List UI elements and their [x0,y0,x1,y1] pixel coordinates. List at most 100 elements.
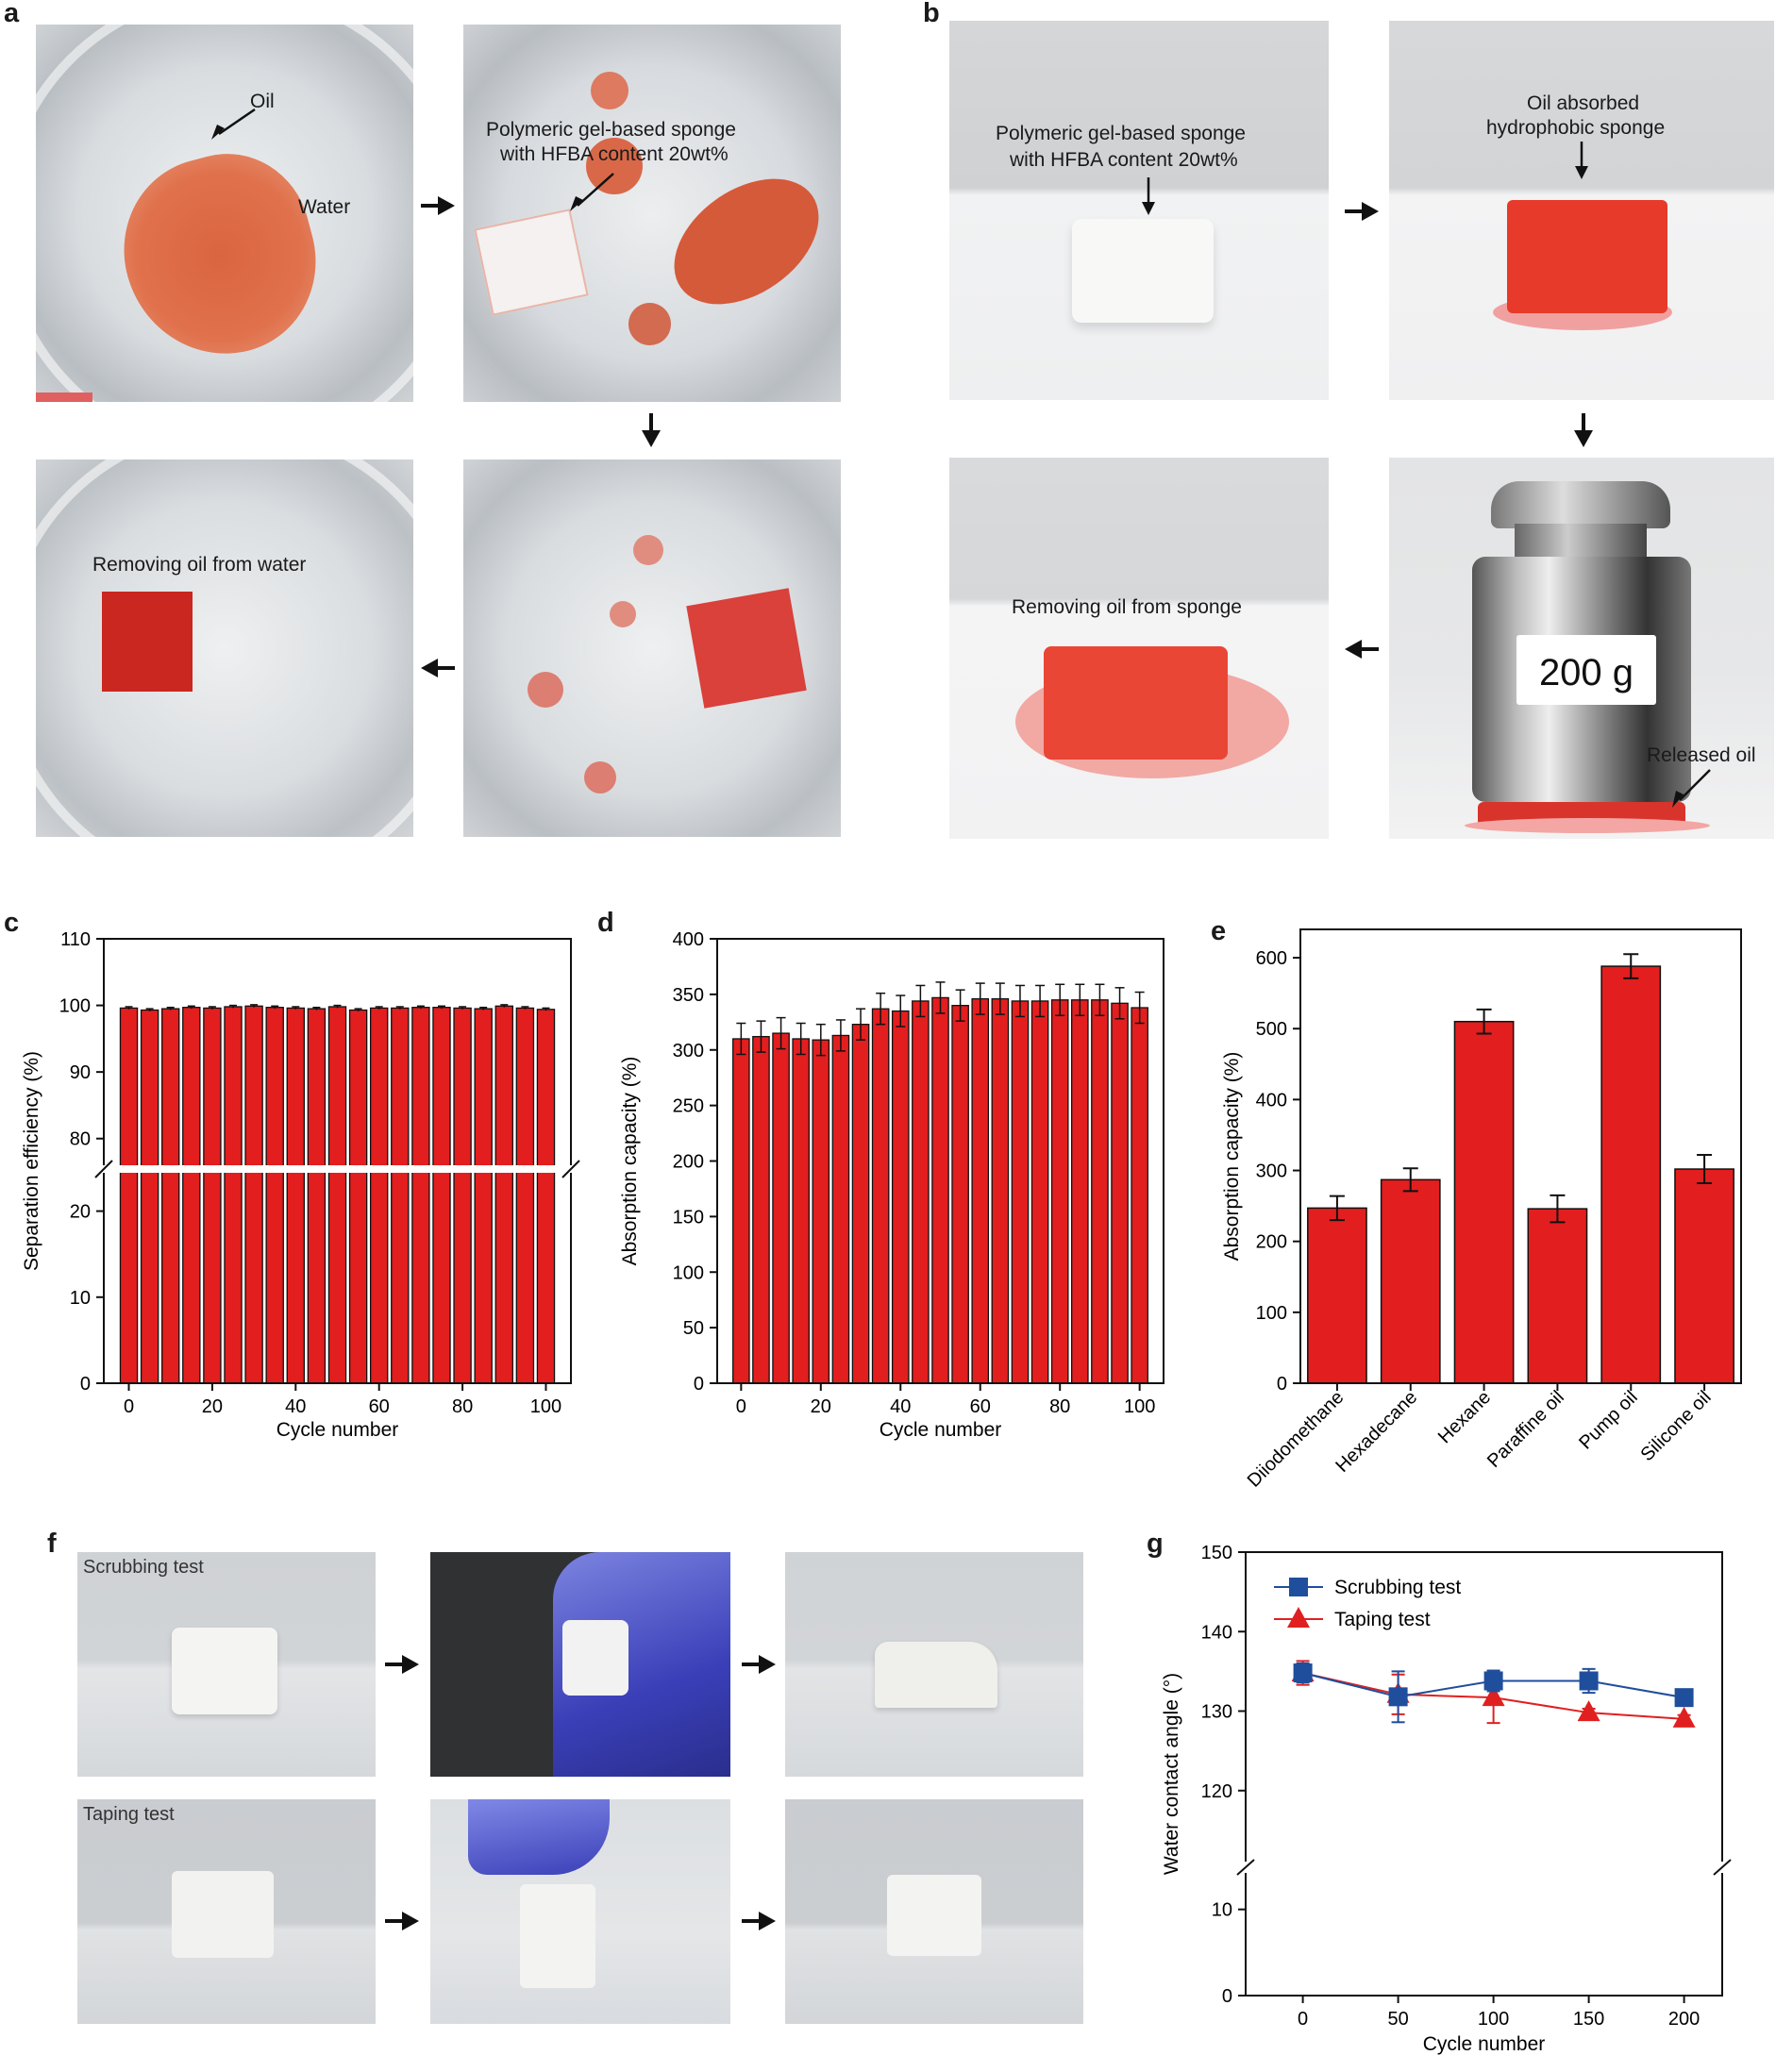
marker-square [1674,1688,1694,1708]
bar-upper [140,1009,159,1173]
bar [752,1035,770,1384]
bar [1527,1208,1588,1384]
y-tick-label: 130 [1201,1702,1232,1723]
bar-lower [327,1167,347,1384]
label-sponge-a-line2: with HFBA content 20wt% [500,143,729,165]
y-axis-title: Water contact angle (°) [1161,1673,1182,1875]
bar-lower [265,1167,284,1384]
bar-upper [119,1007,139,1173]
label-sponge-b-line1: Polymeric gel-based sponge [996,123,1246,144]
bar-upper [474,1008,493,1173]
label-absorbed-line1: Oil absorbed [1527,92,1640,114]
bar [1131,1007,1148,1384]
axis-break-gap [102,1165,578,1173]
y-tick-label: 110 [60,929,91,950]
bar [1071,999,1089,1384]
label-absorbed-line2: hydrophobic sponge [1486,117,1666,139]
x-tick-label: Diiodomethane [1244,1387,1349,1492]
bar [991,997,1010,1384]
bar-upper [265,1007,284,1173]
bar-lower [140,1167,159,1384]
pointer-arrow-icon [211,108,256,140]
down-arrow-icon [1574,413,1593,447]
x-tick-label: 60 [369,1396,390,1417]
y-tick-label: 300 [673,1041,704,1061]
y-axis-title: Absorption capacity (%) [619,1057,641,1266]
plot-frame-upper [1245,1551,1723,1862]
pointer-arrow-icon [1142,177,1155,215]
bar [1050,999,1069,1384]
photo-b4-weight-compression [1389,458,1774,839]
photo-f2-scrubbing [430,1552,730,1777]
y-tick-label: 10 [1212,1900,1232,1921]
legend-marker-square [1289,1578,1308,1596]
marker-square [1388,1687,1408,1707]
chart-d-absorption-cycles: 0 50 100 150 200 250 300 350 400 0 20 40 60 80 100 Cycl… [619,929,1164,1441]
x-tick-label: 80 [1049,1396,1070,1417]
bar-lower [391,1167,410,1384]
pointer-arrow-icon [570,173,614,211]
axis-break-mark [561,1160,580,1178]
bar-lower [224,1167,243,1384]
x-tick-label: 60 [970,1396,991,1417]
x-tick-label: Paraffine oil [1483,1387,1568,1472]
bar-upper [327,1006,347,1173]
x-axis-title: Cycle number [276,1419,399,1441]
y-tick-label: 20 [70,1202,91,1223]
photo-f6-tape-after [785,1799,1083,2024]
bar [931,996,949,1384]
x-tick-label: Silicone oil [1636,1387,1715,1465]
panel-label-e: e [1211,916,1227,946]
legend-label: Taping test [1334,1609,1431,1630]
bar-upper [453,1007,472,1173]
marker-triangle [1672,1706,1696,1728]
bar [951,1005,969,1384]
x-tick-label: 20 [202,1396,223,1417]
bar [732,1038,750,1384]
right-arrow-icon [421,196,455,215]
right-arrow-icon [742,1912,776,1930]
photo-a4-sponge-absorbing [463,460,841,837]
bar-lower [348,1167,368,1384]
bar [1030,1000,1049,1384]
x-tick-label: 40 [890,1396,911,1417]
bar-lower [515,1167,535,1384]
x-axis-title: Cycle number [880,1419,1002,1441]
plot-frame-upper [103,938,572,1165]
y-tick-label: 150 [673,1207,704,1228]
bar-upper [203,1007,222,1173]
bar [1091,999,1109,1384]
y-tick-label: 300 [1256,1161,1287,1182]
bar [1600,965,1662,1384]
photo-a2-sponge-placed [463,25,841,402]
y-tick-label: 80 [70,1129,91,1150]
y-axis-title: Separation efficiency (%) [21,1051,42,1271]
y-tick-label: 0 [80,1374,91,1395]
bar-upper [536,1009,556,1173]
y-tick-label: 90 [70,1062,91,1083]
panel-label-d: d [597,908,614,938]
plot-frame-lower [103,1173,572,1384]
chart-c-separation-efficiency: 80 90 100 110 0 10 20 0 20 40 60 80 100 Cycle number S… [21,929,580,1441]
marker-square [1579,1671,1599,1691]
pointer-arrow-icon [1672,769,1711,808]
panel-label-g: g [1147,1529,1164,1559]
y-axis-title: Absorption capacity (%) [1221,1052,1243,1262]
x-tick-label: 0 [124,1396,134,1417]
bar-lower [474,1167,493,1384]
bar [1111,1002,1129,1384]
bar-upper [224,1006,243,1173]
bar-lower [161,1167,180,1384]
x-tick-label: Pump oil [1575,1387,1642,1454]
bar [772,1032,790,1384]
x-tick-label: 20 [811,1396,831,1417]
label-oil: Oil [250,91,275,112]
y-tick-label: 250 [673,1096,704,1117]
right-arrow-icon [1345,202,1379,221]
label-removing-oil-sponge: Removing oil from sponge [1012,596,1242,618]
photo-b2-oil-absorbed [1389,21,1774,400]
photo-f5-taping [430,1799,730,2024]
bar [831,1034,850,1384]
